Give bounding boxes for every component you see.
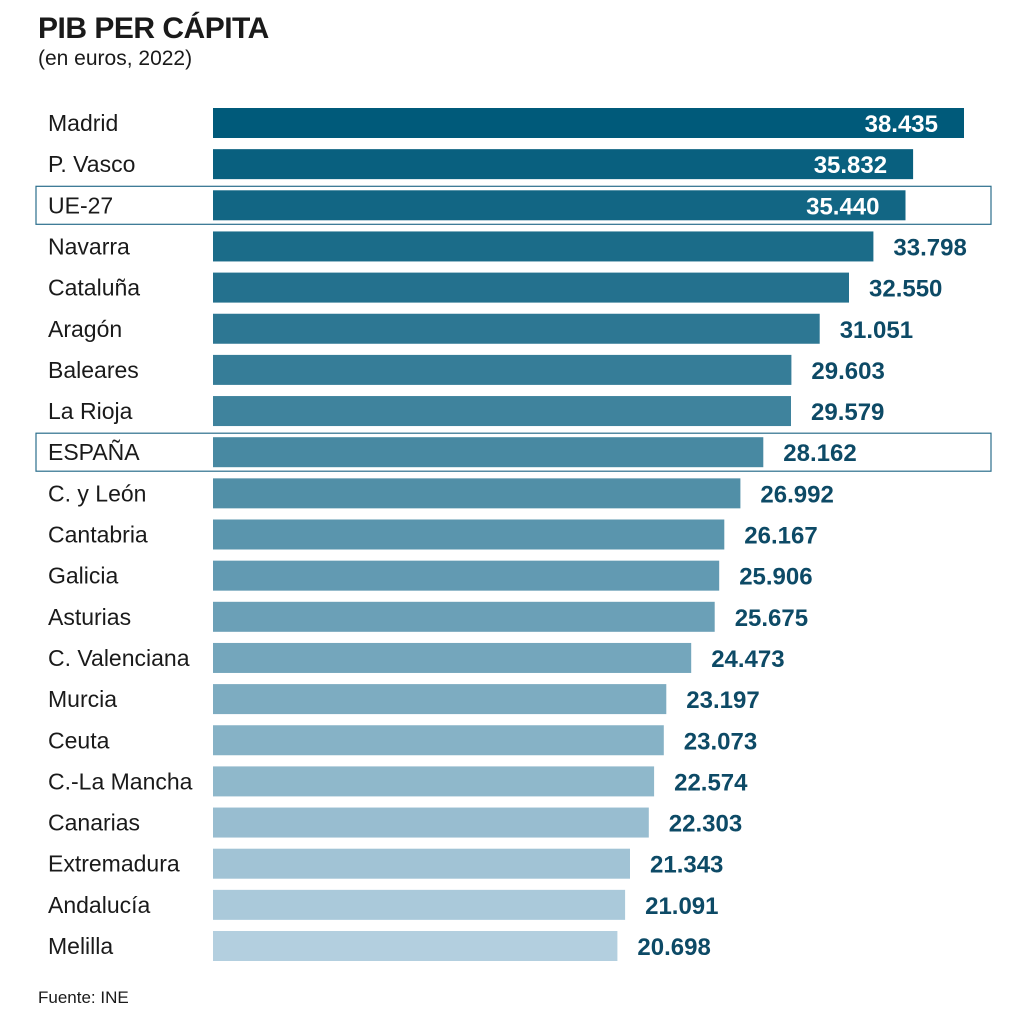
value-label: 25.906 — [739, 564, 812, 591]
bar — [213, 108, 964, 138]
value-label: 23.073 — [684, 728, 757, 755]
value-label: 20.698 — [637, 934, 710, 961]
category-label: Galicia — [48, 563, 119, 589]
category-label: Baleares — [48, 357, 139, 383]
category-label: C. Valenciana — [48, 645, 190, 671]
value-label: 29.603 — [811, 358, 884, 385]
bar — [213, 354, 792, 385]
category-label: UE-27 — [48, 192, 113, 218]
category-label: Navarra — [48, 233, 130, 259]
category-label: Melilla — [48, 933, 113, 959]
category-label: Cantabria — [48, 522, 148, 548]
bar-chart: Madrid 38.435 P. Vasco 35.832 UE-27 35.440 Nav… — [35, 108, 992, 961]
bar — [213, 725, 664, 756]
value-label: 28.162 — [783, 440, 856, 467]
category-label: C.-La Mancha — [48, 768, 193, 794]
category-label: Madrid — [48, 110, 118, 136]
category-label: Ceuta — [48, 727, 110, 753]
highlight-box — [35, 432, 992, 472]
value-label: 22.303 — [669, 811, 742, 838]
category-label: Canarias — [48, 810, 140, 836]
value-label: 21.091 — [645, 893, 718, 920]
bar — [213, 519, 725, 550]
bar — [213, 848, 630, 879]
value-label: 38.435 — [865, 111, 938, 138]
bar — [213, 478, 741, 509]
value-label: 26.167 — [744, 523, 817, 550]
value-label: 24.473 — [711, 646, 784, 673]
value-label: 33.798 — [893, 234, 966, 261]
bar — [213, 272, 849, 303]
category-label: Andalucía — [48, 892, 151, 918]
bar — [213, 601, 715, 632]
category-label: Extremadura — [48, 851, 180, 877]
source-note: Fuente: INE — [38, 988, 129, 1007]
bar — [213, 684, 667, 715]
category-label: ESPAÑA — [48, 439, 140, 465]
chart-title: PIB PER CÁPITA — [38, 12, 269, 45]
category-label: Cataluña — [48, 275, 140, 301]
bar — [213, 807, 649, 838]
category-label: C. y León — [48, 480, 146, 506]
bar — [213, 437, 764, 468]
bar — [213, 931, 618, 961]
value-label: 26.992 — [760, 481, 833, 508]
value-label: 32.550 — [869, 276, 942, 303]
value-label: 21.343 — [650, 852, 723, 879]
value-label: 31.051 — [840, 317, 913, 344]
category-label: P. Vasco — [48, 151, 135, 177]
highlight-box — [35, 185, 992, 225]
bar — [213, 190, 906, 221]
value-label: 25.675 — [735, 605, 808, 632]
bar — [213, 231, 874, 262]
category-label: Murcia — [48, 686, 117, 712]
bar — [213, 642, 692, 673]
bar — [213, 149, 914, 180]
bar — [213, 766, 655, 797]
value-label: 22.574 — [674, 769, 748, 796]
bar — [213, 889, 626, 920]
bar — [213, 313, 820, 344]
category-label: Asturias — [48, 604, 131, 630]
bar — [213, 396, 791, 427]
category-label: Aragón — [48, 316, 122, 342]
bar — [213, 560, 720, 591]
value-label: 35.832 — [814, 152, 887, 179]
value-label: 23.197 — [686, 687, 759, 714]
value-label: 29.579 — [811, 399, 884, 426]
value-label: 35.440 — [806, 193, 879, 220]
chart-subtitle: (en euros, 2022) — [38, 47, 193, 70]
category-label: La Rioja — [48, 398, 133, 424]
